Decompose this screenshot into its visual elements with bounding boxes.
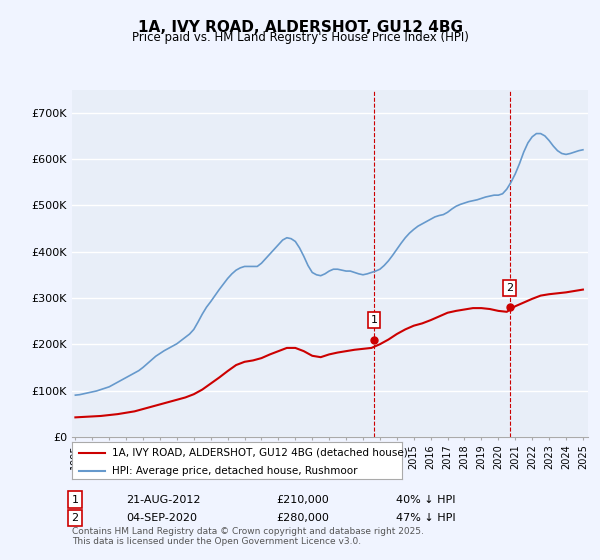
Text: 21-AUG-2012: 21-AUG-2012 (126, 494, 200, 505)
Text: 1A, IVY ROAD, ALDERSHOT, GU12 4BG: 1A, IVY ROAD, ALDERSHOT, GU12 4BG (137, 20, 463, 35)
Text: 1A, IVY ROAD, ALDERSHOT, GU12 4BG (detached house): 1A, IVY ROAD, ALDERSHOT, GU12 4BG (detac… (112, 447, 407, 458)
Text: Contains HM Land Registry data © Crown copyright and database right 2025.
This d: Contains HM Land Registry data © Crown c… (72, 526, 424, 546)
Text: £280,000: £280,000 (276, 513, 329, 523)
Text: 47% ↓ HPI: 47% ↓ HPI (396, 513, 455, 523)
Text: 1: 1 (370, 315, 377, 325)
Text: 1: 1 (71, 494, 79, 505)
Text: 40% ↓ HPI: 40% ↓ HPI (396, 494, 455, 505)
Text: HPI: Average price, detached house, Rushmoor: HPI: Average price, detached house, Rush… (112, 466, 357, 476)
Text: 04-SEP-2020: 04-SEP-2020 (126, 513, 197, 523)
Text: Price paid vs. HM Land Registry's House Price Index (HPI): Price paid vs. HM Land Registry's House … (131, 31, 469, 44)
Text: 2: 2 (506, 283, 514, 293)
Text: 2: 2 (71, 513, 79, 523)
Text: £210,000: £210,000 (276, 494, 329, 505)
